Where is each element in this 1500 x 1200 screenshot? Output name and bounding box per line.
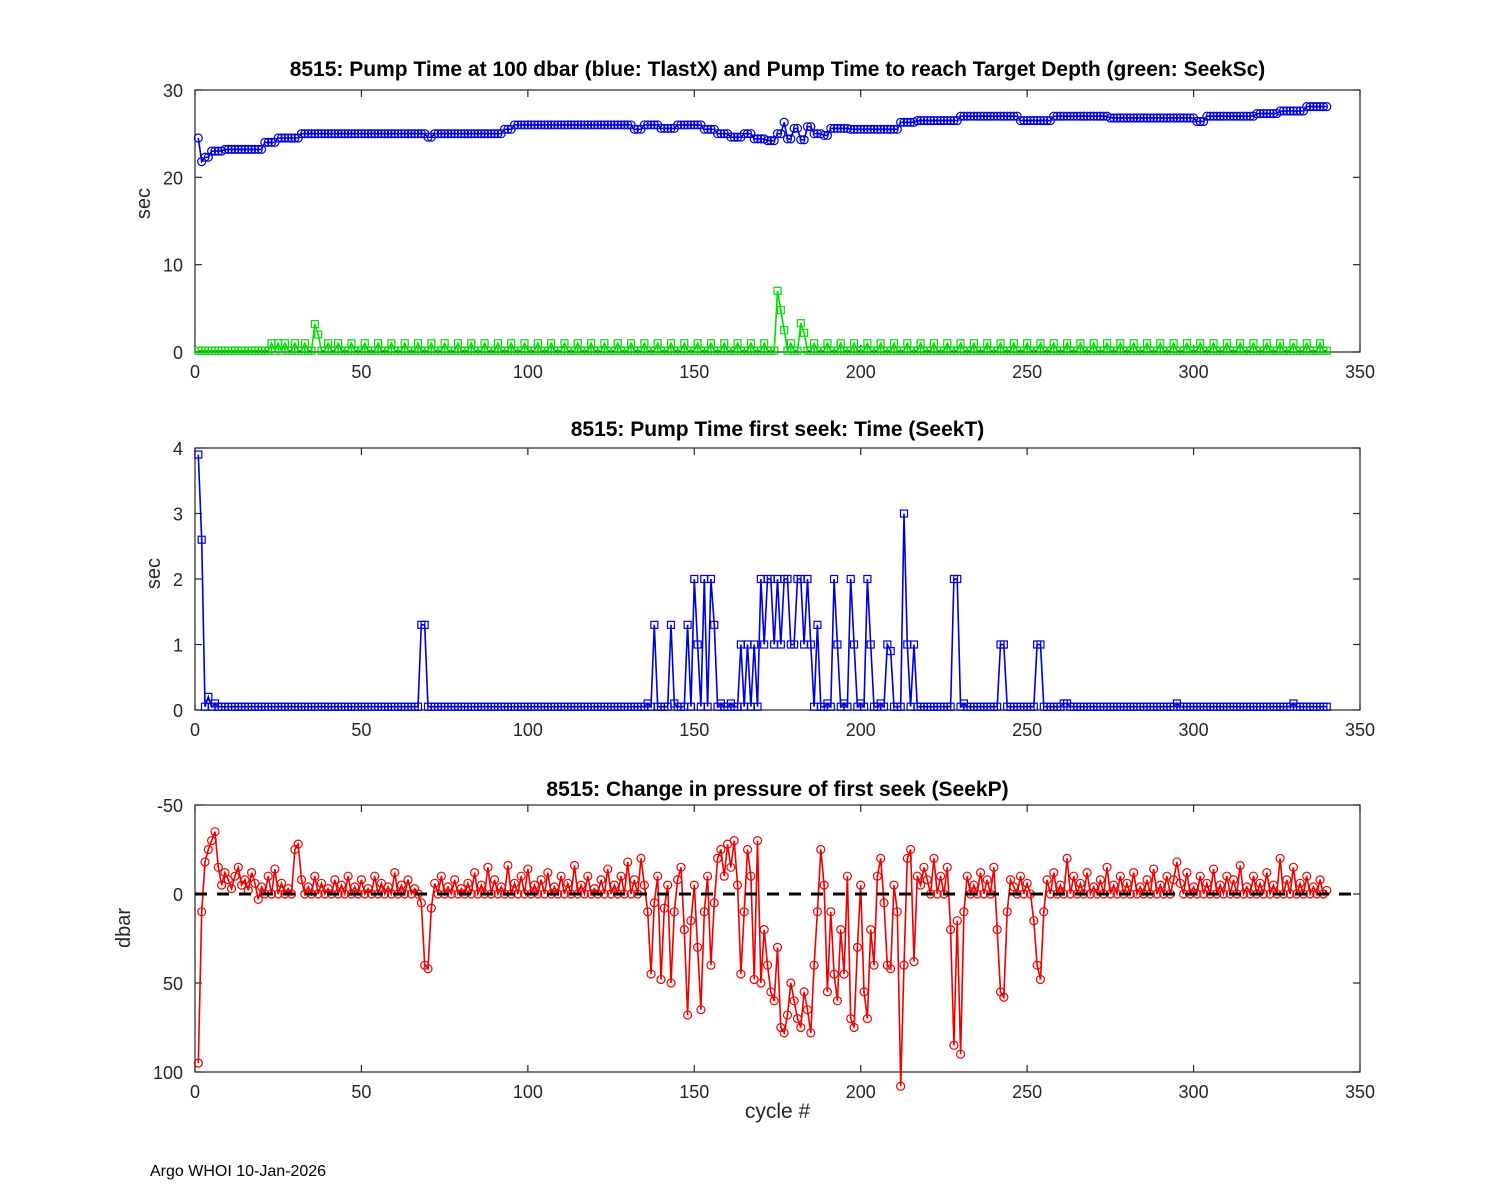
svg-text:200: 200 [846, 720, 876, 740]
svg-text:350: 350 [1345, 362, 1375, 382]
svg-text:200: 200 [846, 1082, 876, 1102]
svg-text:50: 50 [351, 720, 371, 740]
svg-text:0: 0 [173, 885, 183, 905]
svg-text:300: 300 [1179, 1082, 1209, 1102]
svg-text:0: 0 [173, 701, 183, 721]
svg-text:0: 0 [173, 343, 183, 363]
svg-text:250: 250 [1012, 720, 1042, 740]
svg-text:200: 200 [846, 362, 876, 382]
svg-text:350: 350 [1345, 720, 1375, 740]
subplot3-title: 8515: Change in pressure of first seek (… [546, 778, 1009, 801]
svg-text:250: 250 [1012, 1082, 1042, 1102]
svg-text:20: 20 [163, 168, 183, 188]
svg-text:100: 100 [153, 1063, 183, 1083]
svg-text:30: 30 [163, 81, 183, 101]
subplot2-plot-area: 0 50 100 150 200 250 300 350 0 1 2 3 4 [173, 439, 1375, 740]
svg-text:50: 50 [351, 1082, 371, 1102]
subplot3-plot-area: 0 50 100 150 200 250 300 350 -50 0 50 100 [153, 796, 1375, 1102]
svg-text:250: 250 [1012, 362, 1042, 382]
figure-footer: Argo WHOI 10-Jan-2026 [150, 1163, 327, 1180]
svg-text:10: 10 [163, 256, 183, 276]
svg-text:350: 350 [1345, 1082, 1375, 1102]
x-axis-label: cycle # [744, 1100, 811, 1123]
subplot2-title: 8515: Pump Time first seek: Time (SeekT) [570, 418, 985, 441]
svg-text:4: 4 [173, 439, 183, 459]
svg-text:300: 300 [1179, 362, 1209, 382]
svg-text:50: 50 [351, 362, 371, 382]
svg-text:0: 0 [190, 1082, 200, 1102]
svg-text:-50: -50 [157, 796, 183, 816]
svg-text:150: 150 [679, 1082, 709, 1102]
svg-text:150: 150 [679, 362, 709, 382]
subplot1-title: 8515: Pump Time at 100 dbar (blue: Tlast… [289, 58, 1266, 81]
svg-text:2: 2 [173, 570, 183, 590]
svg-text:0: 0 [190, 362, 200, 382]
svg-text:100: 100 [513, 362, 543, 382]
svg-text:0: 0 [190, 720, 200, 740]
svg-text:300: 300 [1179, 720, 1209, 740]
subplot1-plot-area: 0 50 100 150 200 250 300 350 0 10 20 30 [163, 81, 1375, 382]
svg-text:50: 50 [163, 974, 183, 994]
svg-text:3: 3 [173, 505, 183, 525]
svg-text:100: 100 [513, 1082, 543, 1102]
svg-text:100: 100 [513, 720, 543, 740]
svg-text:1: 1 [173, 636, 183, 656]
svg-text:150: 150 [679, 720, 709, 740]
